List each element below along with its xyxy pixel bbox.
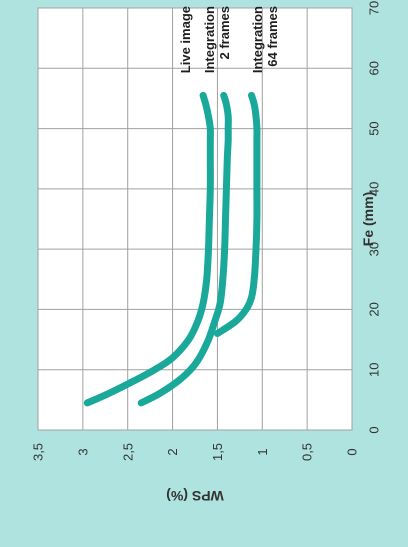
x-tick-label: 70: [367, 1, 382, 15]
x-tick-label: 40: [367, 182, 382, 196]
y-tick-label: 3,5: [31, 443, 46, 461]
series-label-2: Integration2 frames: [202, 6, 232, 73]
series-label-line: Integration: [250, 6, 265, 73]
y-tick-label: 3: [75, 448, 90, 455]
x-tick-label: 50: [367, 121, 382, 135]
x-tick-label: 60: [367, 61, 382, 75]
plot-border: [37, 7, 353, 431]
series-line-1: [83, 91, 214, 407]
y-tick-label: 0: [345, 448, 360, 455]
x-tick-label: 10: [367, 362, 382, 376]
series-label-1: Live image: [178, 6, 193, 73]
grid-lines: [37, 7, 353, 431]
series-label-line: 2 frames: [217, 6, 232, 59]
y-axis-title: WPS (%): [166, 488, 224, 504]
series-line-2: [137, 91, 232, 407]
y-tick-label: 1,5: [210, 443, 225, 461]
x-tick-label: 0: [367, 426, 382, 433]
x-tick-labels: 0 10 20 30 40 50 60 70: [367, 1, 382, 434]
series-labels: Live image Integration2 frames Integration…: [178, 6, 280, 73]
y-tick-labels: 0 0,5 1 1,5 2 2,5 3 3,5: [31, 443, 360, 461]
series-label-line: 64 frames: [265, 6, 280, 67]
y-tick-label: 0,5: [300, 443, 315, 461]
y-tick-label: 2,5: [120, 443, 135, 461]
series-label-line: Live image: [178, 6, 193, 73]
series-label-line: Integration: [202, 6, 217, 73]
series-line-3: [213, 91, 261, 337]
y-tick-label: 1: [255, 448, 270, 455]
y-tick-label: 2: [165, 448, 180, 455]
series-label-3: Integration64 frames: [250, 6, 280, 73]
x-tick-label: 30: [367, 242, 382, 256]
x-axis-title: Fe (mm): [360, 192, 376, 246]
series-lines: [83, 91, 261, 407]
x-tick-label: 20: [367, 302, 382, 316]
